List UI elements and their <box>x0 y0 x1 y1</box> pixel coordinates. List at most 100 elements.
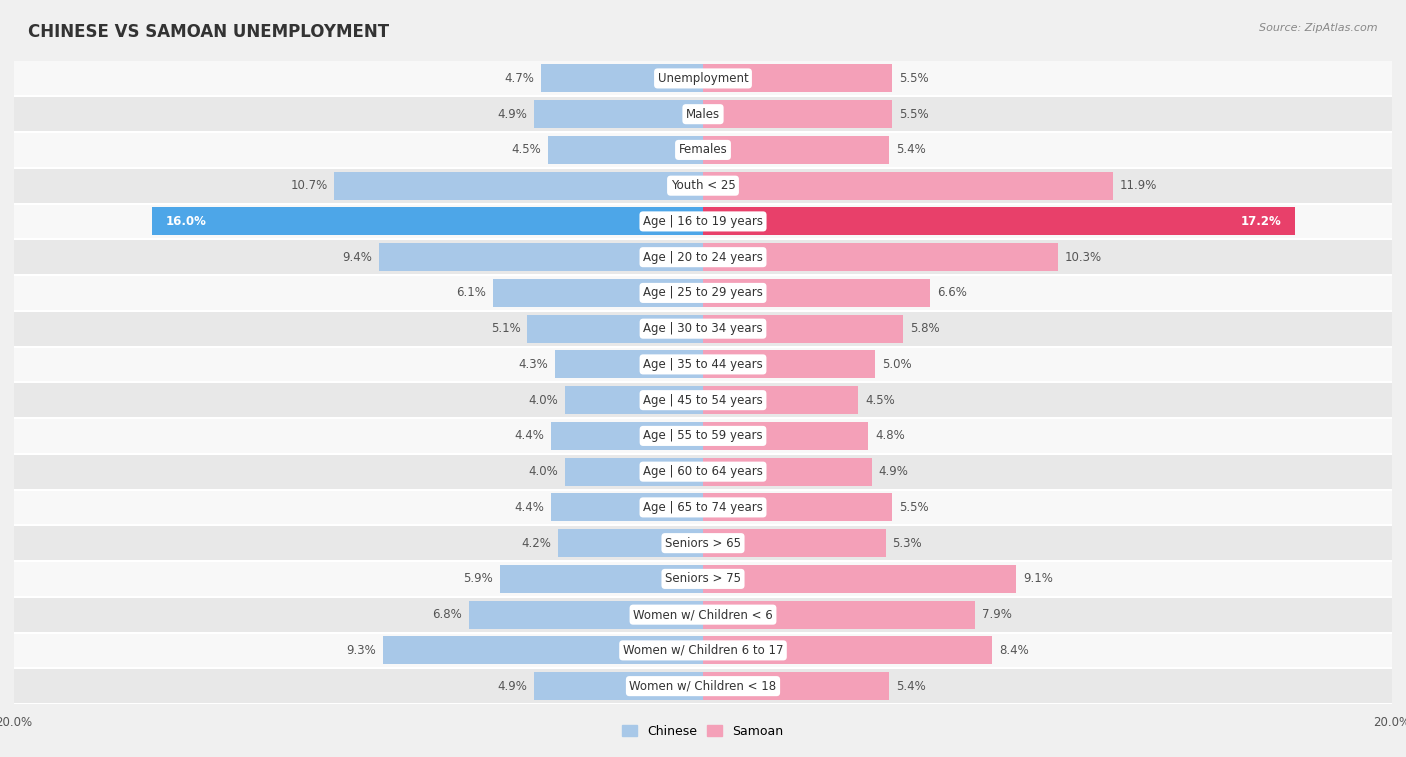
Bar <box>527 315 703 343</box>
Bar <box>703 207 1295 235</box>
Text: Youth < 25: Youth < 25 <box>671 179 735 192</box>
Bar <box>499 565 703 593</box>
Text: Women w/ Children < 18: Women w/ Children < 18 <box>630 680 776 693</box>
Legend: Chinese, Samoan: Chinese, Samoan <box>617 720 789 743</box>
Bar <box>703 279 931 307</box>
Bar <box>703 350 875 378</box>
Text: 4.9%: 4.9% <box>498 107 527 120</box>
Bar <box>14 61 1392 96</box>
Text: 4.5%: 4.5% <box>865 394 894 407</box>
Bar <box>14 311 1392 347</box>
Text: 8.4%: 8.4% <box>1000 644 1029 657</box>
Bar <box>703 458 872 485</box>
Text: CHINESE VS SAMOAN UNEMPLOYMENT: CHINESE VS SAMOAN UNEMPLOYMENT <box>28 23 389 41</box>
Bar <box>14 561 1392 597</box>
Bar <box>534 672 703 700</box>
Text: Seniors > 75: Seniors > 75 <box>665 572 741 585</box>
Text: Unemployment: Unemployment <box>658 72 748 85</box>
Bar <box>703 565 1017 593</box>
Text: 4.9%: 4.9% <box>498 680 527 693</box>
Bar <box>703 529 886 557</box>
Bar <box>558 529 703 557</box>
Bar <box>152 207 703 235</box>
Bar <box>14 490 1392 525</box>
Bar <box>703 672 889 700</box>
Text: 7.9%: 7.9% <box>981 608 1012 621</box>
Bar <box>14 597 1392 633</box>
Text: 5.4%: 5.4% <box>896 680 925 693</box>
Bar <box>380 243 703 271</box>
Bar <box>14 275 1392 311</box>
Bar <box>14 633 1392 668</box>
Text: 11.9%: 11.9% <box>1119 179 1157 192</box>
Bar <box>703 422 869 450</box>
Text: Age | 65 to 74 years: Age | 65 to 74 years <box>643 501 763 514</box>
Text: Age | 16 to 19 years: Age | 16 to 19 years <box>643 215 763 228</box>
Text: 6.6%: 6.6% <box>938 286 967 300</box>
Text: Age | 45 to 54 years: Age | 45 to 54 years <box>643 394 763 407</box>
Text: 5.9%: 5.9% <box>463 572 494 585</box>
Bar <box>703 494 893 522</box>
Text: 4.8%: 4.8% <box>875 429 905 442</box>
Text: 4.4%: 4.4% <box>515 501 544 514</box>
Text: Age | 20 to 24 years: Age | 20 to 24 years <box>643 251 763 263</box>
Text: 5.5%: 5.5% <box>900 501 929 514</box>
Bar <box>555 350 703 378</box>
Text: 4.2%: 4.2% <box>522 537 551 550</box>
Text: Women w/ Children 6 to 17: Women w/ Children 6 to 17 <box>623 644 783 657</box>
Text: 5.5%: 5.5% <box>900 72 929 85</box>
Text: 4.4%: 4.4% <box>515 429 544 442</box>
Bar <box>548 136 703 164</box>
Bar <box>14 382 1392 418</box>
Text: 6.8%: 6.8% <box>432 608 461 621</box>
Bar <box>565 386 703 414</box>
Text: 5.4%: 5.4% <box>896 143 925 157</box>
Bar <box>335 172 703 200</box>
Bar <box>14 96 1392 132</box>
Bar <box>541 64 703 92</box>
Bar <box>468 601 703 628</box>
Bar <box>14 132 1392 168</box>
Text: Males: Males <box>686 107 720 120</box>
Bar <box>703 172 1114 200</box>
Bar <box>14 525 1392 561</box>
Bar <box>703 136 889 164</box>
Bar <box>14 204 1392 239</box>
Bar <box>382 637 703 665</box>
Text: Age | 60 to 64 years: Age | 60 to 64 years <box>643 465 763 478</box>
Text: 9.4%: 9.4% <box>343 251 373 263</box>
Text: 5.1%: 5.1% <box>491 322 520 335</box>
Text: Age | 35 to 44 years: Age | 35 to 44 years <box>643 358 763 371</box>
Bar <box>703 386 858 414</box>
Bar <box>703 315 903 343</box>
Bar <box>14 668 1392 704</box>
Text: Seniors > 65: Seniors > 65 <box>665 537 741 550</box>
Bar <box>14 418 1392 453</box>
Bar <box>14 168 1392 204</box>
Bar <box>703 637 993 665</box>
Bar <box>14 453 1392 490</box>
Text: Source: ZipAtlas.com: Source: ZipAtlas.com <box>1260 23 1378 33</box>
Text: 6.1%: 6.1% <box>456 286 486 300</box>
Text: 5.8%: 5.8% <box>910 322 939 335</box>
Text: 4.0%: 4.0% <box>529 465 558 478</box>
Text: Women w/ Children < 6: Women w/ Children < 6 <box>633 608 773 621</box>
Bar <box>551 422 703 450</box>
Text: 4.5%: 4.5% <box>512 143 541 157</box>
Bar <box>565 458 703 485</box>
Text: 5.5%: 5.5% <box>900 107 929 120</box>
Text: 5.0%: 5.0% <box>882 358 911 371</box>
Bar <box>14 239 1392 275</box>
Text: 10.7%: 10.7% <box>290 179 328 192</box>
Text: 5.3%: 5.3% <box>893 537 922 550</box>
Text: 9.3%: 9.3% <box>346 644 375 657</box>
Bar <box>703 243 1057 271</box>
Bar <box>703 100 893 128</box>
Text: Females: Females <box>679 143 727 157</box>
Text: 4.0%: 4.0% <box>529 394 558 407</box>
Bar <box>703 601 976 628</box>
Text: 10.3%: 10.3% <box>1064 251 1102 263</box>
Text: 16.0%: 16.0% <box>166 215 207 228</box>
Bar <box>551 494 703 522</box>
Bar <box>534 100 703 128</box>
